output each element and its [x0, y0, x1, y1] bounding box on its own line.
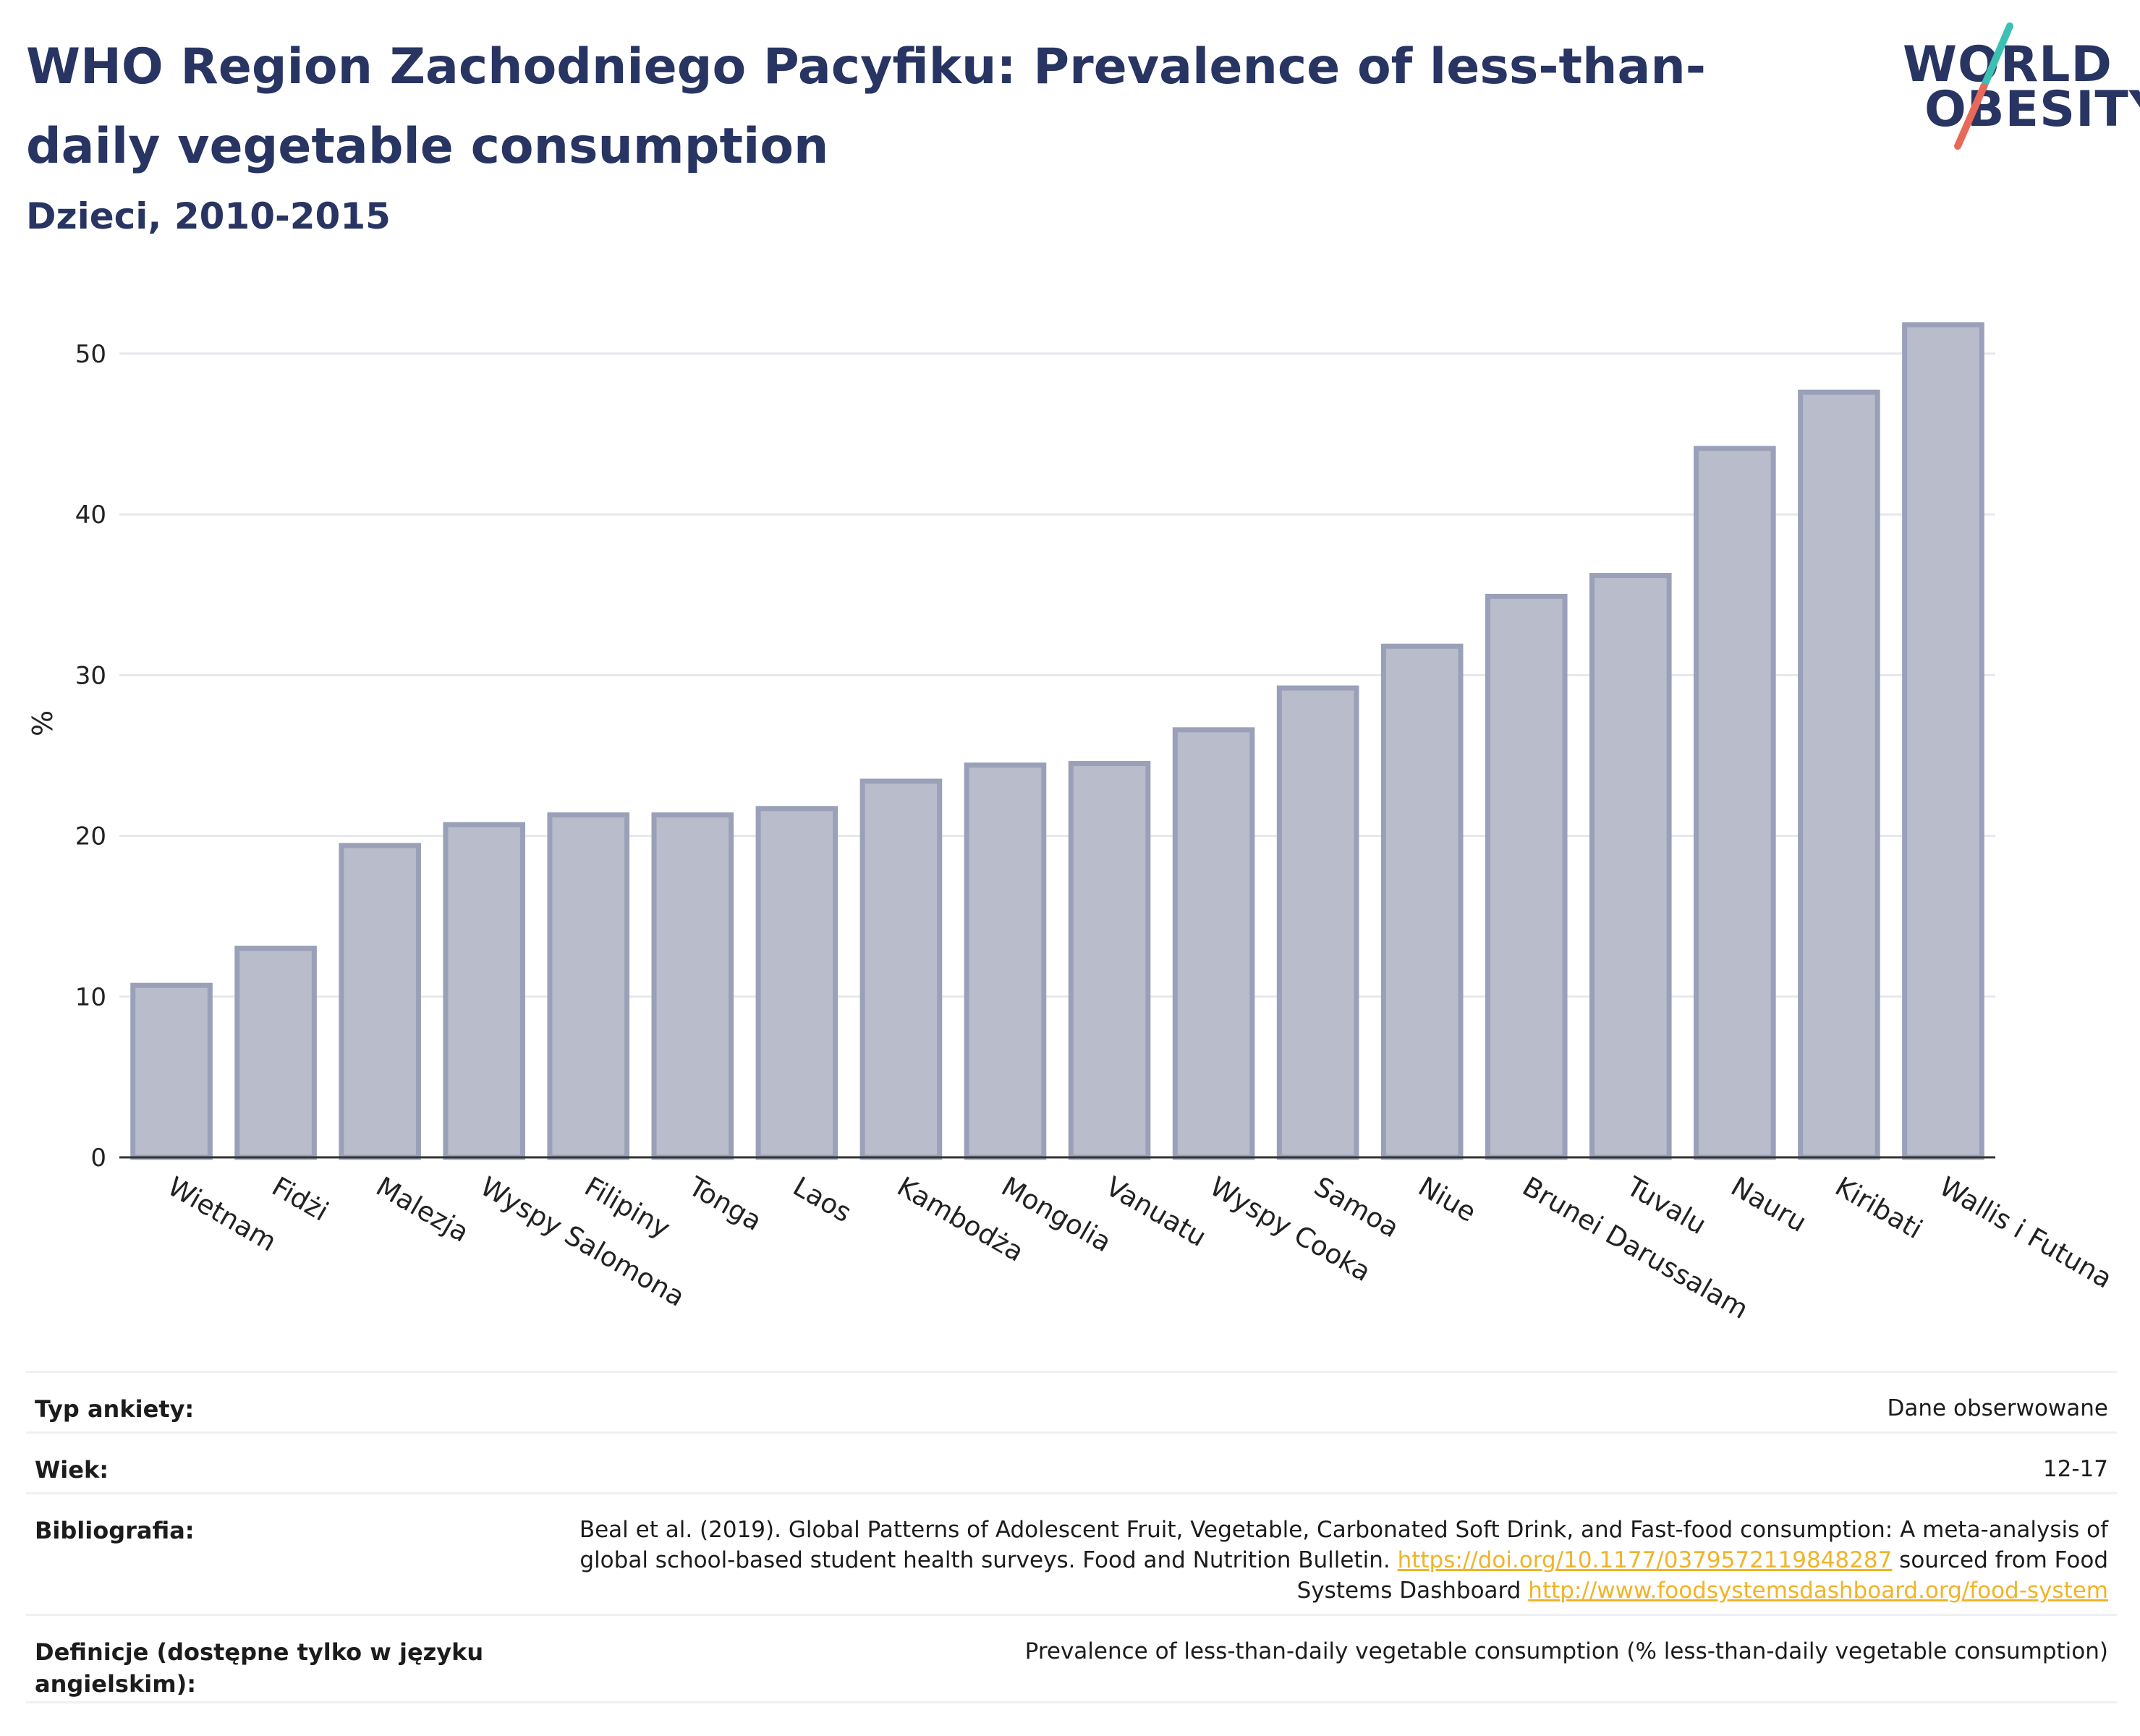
dashboard-link[interactable]: http://www.foodsystemsdashboard.org/food… [1528, 1578, 2108, 1604]
x-tick-label: Wallis i Futuna [1934, 1171, 2117, 1295]
bar [1902, 322, 1984, 1160]
meta-value: Dane obserwowane [1887, 1395, 2108, 1421]
y-tick-label: 30 [75, 661, 106, 690]
bar [339, 843, 421, 1160]
bar [130, 982, 213, 1160]
bar [1589, 573, 1672, 1160]
x-tick-label: Fidżi [267, 1171, 334, 1227]
bar [651, 812, 734, 1160]
metadata-table: Typ ankiety: Dane obserwowane Wiek: 12-1… [26, 1371, 2117, 1703]
world-obesity-logo: WORLD OBESITY [1881, 22, 2140, 152]
bar [1798, 389, 1880, 1160]
bar [1172, 727, 1255, 1160]
x-tick-label: Nauru [1725, 1171, 1812, 1238]
meta-row-bibliography: Bibliografia: Beal et al. (2019). Global… [26, 1492, 2117, 1614]
bibliography-text: Beal et al. (2019). Global Patterns of A… [579, 1517, 2108, 1573]
x-tick-label: Tonga [683, 1170, 767, 1237]
meta-value: 12-17 [2042, 1456, 2108, 1482]
x-tick-label: Vanuatu [1100, 1171, 1212, 1254]
bibliography-source-text: sourced from Food Systems Dashboard [1296, 1547, 2108, 1604]
x-tick-label: Niue [1413, 1171, 1481, 1228]
logo-line-obesity: OBESITY [1924, 81, 2140, 138]
chart-subtitle: Dzieci, 2010-2015 [26, 195, 391, 237]
bar [859, 778, 943, 1160]
meta-label: Definicje (dostępne tylko w języku angie… [35, 1638, 484, 1698]
y-tick-label: 50 [75, 340, 106, 369]
y-tick-label: 0 [90, 1144, 106, 1173]
bar [547, 812, 630, 1160]
y-tick-label: 40 [75, 501, 106, 529]
x-tick-label: Kiribati [1830, 1171, 1927, 1246]
y-tick-label: 20 [75, 822, 106, 851]
x-tick-label: Laos [788, 1171, 857, 1229]
doi-link[interactable]: https://doi.org/10.1177/0379572119848287 [1397, 1547, 1893, 1573]
y-axis-label: % [27, 710, 59, 736]
meta-row-survey-type: Typ ankiety: Dane obserwowane [26, 1371, 2117, 1431]
meta-row-definitions: Definicje (dostępne tylko w języku angie… [26, 1614, 2117, 1703]
logo-line-world: WORLD [1903, 36, 2113, 93]
bar [1380, 643, 1464, 1160]
bar [443, 822, 525, 1160]
bar [1694, 446, 1776, 1160]
bar [964, 762, 1047, 1160]
y-tick-label: 10 [75, 983, 106, 1012]
chart-title: WHO Region Zachodniego Pacyfiku: Prevale… [26, 38, 1706, 175]
meta-label: Bibliografia: [35, 1517, 195, 1544]
meta-label: Typ ankiety: [35, 1395, 195, 1423]
meta-value: Prevalence of less-than-daily vegetable … [1024, 1638, 2108, 1664]
bar [1485, 593, 1568, 1160]
bar [755, 806, 838, 1160]
logo-slash-icon [1954, 22, 2013, 150]
meta-value-bibliography: Beal et al. (2019). Global Patterns of A… [517, 1515, 2108, 1606]
bar [1068, 761, 1151, 1160]
bar [234, 945, 317, 1160]
meta-label: Wiek: [35, 1456, 109, 1484]
x-tick-label: Malezja [371, 1171, 475, 1248]
x-tick-label: Wietnam [163, 1171, 282, 1258]
meta-row-age: Wiek: 12-17 [26, 1431, 2117, 1492]
bar [1276, 685, 1359, 1160]
